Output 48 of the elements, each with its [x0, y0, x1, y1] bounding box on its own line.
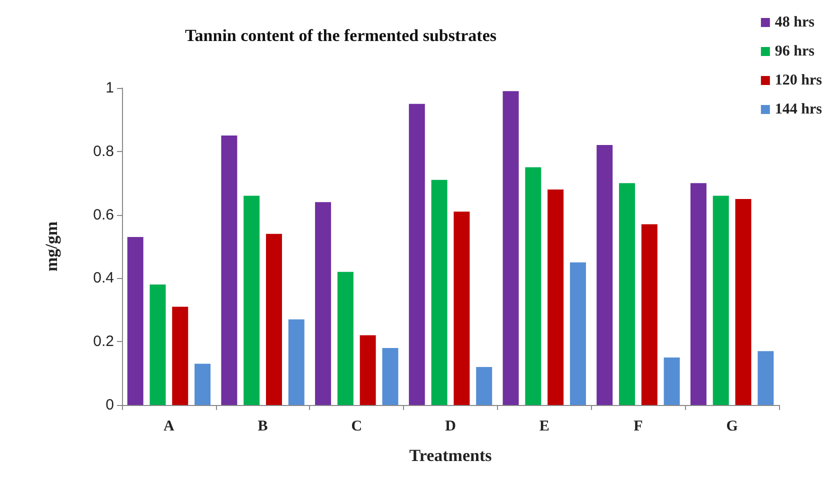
y-tick-label: 0	[106, 396, 114, 414]
bar	[408, 104, 425, 405]
bar	[150, 284, 166, 405]
y-axis-title: mg/gm	[42, 221, 61, 272]
legend-label: 48 hrs	[774, 14, 815, 30]
bar	[548, 189, 564, 405]
bar	[690, 183, 706, 405]
y-tick-label: 0.4	[93, 270, 114, 287]
bar	[315, 202, 332, 405]
bar	[758, 351, 774, 405]
y-tick-label: 0.6	[93, 206, 114, 224]
x-tick-label: F	[634, 418, 643, 434]
bar	[382, 348, 398, 405]
y-tick-label: 0.8	[93, 142, 114, 160]
bar	[244, 196, 260, 405]
y-tick-label: 1	[106, 80, 114, 96]
bar	[288, 319, 304, 405]
bar	[712, 196, 729, 405]
chart-title: Tannin content of the fermented substrates	[185, 26, 497, 45]
legend-label: 120 hrs	[774, 72, 822, 88]
bar	[525, 167, 542, 405]
bar	[502, 91, 519, 405]
bar	[454, 212, 470, 405]
x-tick-label: B	[258, 418, 268, 434]
bar	[337, 272, 354, 405]
bar	[266, 234, 282, 405]
x-tick-label: D	[445, 418, 456, 434]
x-tick-label: G	[726, 418, 738, 434]
bar	[127, 236, 144, 405]
legend-label: 144 hrs	[774, 102, 822, 118]
x-tick-label: C	[351, 418, 362, 434]
bar	[221, 136, 238, 405]
x-axis-title: Treatments	[409, 446, 492, 465]
bar	[619, 183, 636, 405]
x-tick-label: A	[164, 418, 175, 434]
bar	[570, 262, 586, 405]
bar	[431, 180, 448, 405]
bar	[641, 224, 658, 405]
x-tick-label: E	[539, 418, 550, 434]
bar	[476, 366, 492, 405]
bar	[172, 306, 188, 405]
y-tick-label: 0.2	[93, 333, 114, 350]
bar	[596, 145, 613, 405]
bar	[735, 198, 752, 405]
legend-label: 96 hrs	[774, 44, 815, 60]
bar	[664, 357, 680, 405]
bar	[194, 364, 211, 405]
bar	[360, 335, 376, 405]
